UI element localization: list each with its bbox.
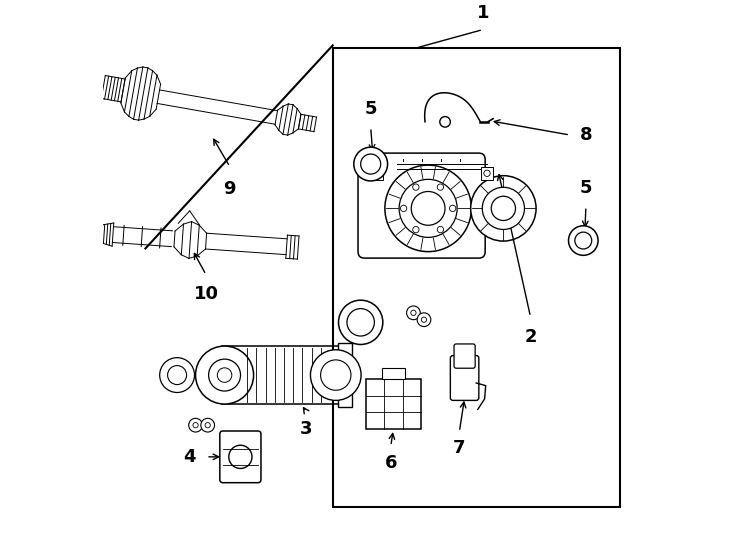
Circle shape	[399, 179, 457, 238]
Circle shape	[354, 147, 388, 181]
Circle shape	[401, 205, 407, 212]
Circle shape	[208, 359, 241, 391]
Circle shape	[201, 418, 214, 432]
Circle shape	[167, 366, 186, 384]
Circle shape	[569, 226, 598, 255]
Text: 4: 4	[183, 448, 195, 466]
FancyBboxPatch shape	[358, 153, 485, 258]
Circle shape	[482, 187, 525, 230]
Bar	[382, 368, 405, 379]
Circle shape	[310, 350, 361, 400]
Circle shape	[360, 154, 381, 174]
Circle shape	[205, 423, 211, 428]
Circle shape	[411, 192, 445, 225]
Text: 6: 6	[385, 454, 397, 472]
Circle shape	[407, 306, 421, 320]
Text: 2: 2	[524, 328, 537, 346]
Bar	[481, 167, 493, 180]
FancyBboxPatch shape	[454, 344, 475, 368]
Circle shape	[437, 226, 443, 233]
Circle shape	[421, 317, 426, 322]
FancyBboxPatch shape	[219, 431, 261, 483]
Circle shape	[189, 418, 203, 432]
Text: 3: 3	[300, 420, 313, 438]
Text: 8: 8	[580, 126, 592, 144]
Circle shape	[437, 184, 443, 190]
Circle shape	[229, 446, 252, 468]
Circle shape	[413, 226, 419, 233]
Circle shape	[385, 165, 471, 252]
Text: 10: 10	[194, 286, 219, 303]
FancyBboxPatch shape	[451, 355, 479, 400]
Circle shape	[470, 176, 536, 241]
Circle shape	[193, 423, 198, 428]
Text: 5: 5	[580, 179, 592, 197]
Circle shape	[160, 357, 195, 393]
Circle shape	[321, 360, 351, 390]
Bar	[338, 343, 352, 407]
Text: 9: 9	[224, 180, 236, 198]
Circle shape	[440, 117, 451, 127]
Circle shape	[338, 300, 383, 345]
Bar	[333, 48, 620, 507]
Circle shape	[195, 346, 253, 404]
Circle shape	[575, 232, 592, 249]
Circle shape	[417, 313, 431, 327]
Circle shape	[449, 205, 456, 212]
Circle shape	[374, 170, 379, 177]
Circle shape	[491, 196, 515, 220]
Circle shape	[484, 170, 490, 177]
Circle shape	[411, 310, 416, 315]
Circle shape	[217, 368, 232, 382]
Bar	[370, 167, 383, 180]
Bar	[366, 379, 421, 429]
Circle shape	[413, 184, 419, 190]
Circle shape	[347, 308, 374, 336]
Text: 5: 5	[365, 100, 377, 118]
Text: 7: 7	[453, 440, 465, 457]
Text: 1: 1	[477, 4, 490, 22]
